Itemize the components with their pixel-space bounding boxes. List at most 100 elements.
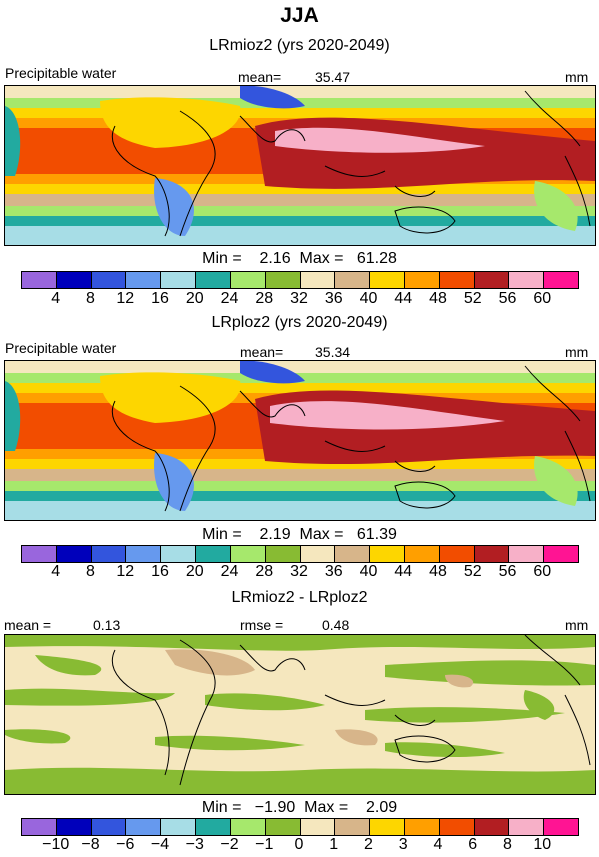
- colorbar-tick-label: 52: [463, 563, 482, 580]
- panel-1-units: mm: [565, 69, 589, 85]
- colorbar-swatch: [56, 546, 92, 562]
- colorbar-swatch: [126, 272, 162, 288]
- colorbar-swatch: [161, 272, 197, 288]
- colorbar-swatch: [22, 546, 57, 562]
- panel-2-mean-label: mean=: [240, 344, 284, 360]
- colorbar-swatch: [544, 546, 578, 562]
- colorbar-swatch: [230, 819, 266, 835]
- colorbar-swatch: [196, 819, 231, 835]
- colorbar-swatch: [161, 546, 197, 562]
- colorbar-swatch: [230, 272, 266, 288]
- panel-3-map: [4, 634, 596, 795]
- colorbar-tick-label: −2: [220, 836, 239, 853]
- colorbar-swatch: [370, 546, 405, 562]
- colorbar-tick-label: 56: [498, 563, 517, 580]
- colorbar-swatch: [91, 546, 127, 562]
- colorbar-swatch: [126, 819, 162, 835]
- colorbar-tick-label: −10: [42, 836, 70, 853]
- panel-1-variable: Precipitable water: [5, 65, 117, 81]
- colorbar-tick-label: 16: [151, 563, 169, 580]
- panel-3-colorbar-ticks: −10 −8 −6 −4 −3 −2 −1 0 1 2 3 4 6 8 10: [21, 836, 577, 856]
- colorbar-tick-label: 2: [364, 836, 373, 853]
- colorbar-tick-label: −1: [255, 836, 274, 853]
- colorbar-swatch: [196, 272, 231, 288]
- colorbar-tick-label: 3: [398, 836, 408, 853]
- colorbar-swatch: [404, 272, 440, 288]
- colorbar-swatch: [544, 819, 578, 835]
- colorbar-tick-label: 60: [533, 563, 552, 580]
- colorbar-swatch: [265, 819, 301, 835]
- colorbar-tick-label: 28: [255, 290, 274, 307]
- colorbar-tick-label: 32: [290, 290, 308, 307]
- colorbar-tick-label: 8: [86, 290, 95, 307]
- colorbar-swatch: [300, 819, 336, 835]
- colorbar-swatch: [91, 819, 127, 835]
- colorbar-swatch: [265, 546, 301, 562]
- colorbar-tick-label: 52: [463, 290, 482, 307]
- colorbar-tick-label: 10: [533, 836, 552, 853]
- colorbar-tick-label: 20: [185, 563, 204, 580]
- colorbar-swatch: [335, 546, 371, 562]
- panel-1-colorbar-ticks: 4 8 12 16 20 24 28 32 36 40 44 48 52 56 60: [21, 290, 577, 310]
- colorbar-swatch: [544, 272, 578, 288]
- colorbar-swatch: [22, 819, 57, 835]
- colorbar-swatch: [161, 819, 197, 835]
- colorbar-tick-label: 44: [394, 290, 413, 307]
- figure-title: JJA: [280, 4, 319, 27]
- colorbar-tick-label: 40: [359, 563, 378, 580]
- colorbar-tick-label: 28: [255, 563, 274, 580]
- panel-3-units: mm: [565, 617, 589, 633]
- colorbar-swatch: [91, 272, 127, 288]
- colorbar-tick-label: 1: [329, 836, 339, 853]
- colorbar-swatch: [509, 272, 545, 288]
- colorbar-tick-label: 16: [151, 290, 169, 307]
- colorbar-swatch: [196, 546, 231, 562]
- colorbar-tick-label: 48: [429, 290, 447, 307]
- colorbar-tick-label: 60: [533, 290, 552, 307]
- colorbar-swatch: [509, 546, 545, 562]
- colorbar-swatch: [404, 819, 440, 835]
- colorbar-swatch: [56, 272, 92, 288]
- colorbar-tick-label: 24: [220, 290, 239, 307]
- panel-1-min-max: Min = 2.16 Max = 61.28: [202, 250, 397, 267]
- panel-1-colorbar: [21, 271, 579, 289]
- colorbar-tick-label: 56: [498, 290, 517, 307]
- colorbar-tick-label: 36: [324, 563, 343, 580]
- colorbar-swatch: [509, 819, 545, 835]
- colorbar-swatch: [370, 819, 405, 835]
- panel-3-rmse-value: 0.48: [322, 617, 350, 633]
- panel-2-mean-value: 35.34: [315, 344, 351, 360]
- panel-2-variable: Precipitable water: [5, 340, 117, 356]
- colorbar-swatch: [370, 272, 405, 288]
- colorbar-tick-label: 12: [116, 290, 135, 307]
- colorbar-swatch: [56, 819, 92, 835]
- colorbar-swatch: [474, 272, 510, 288]
- panel-3-rmse-label: rmse =: [240, 617, 284, 633]
- panel-3-mean-label: mean =: [4, 617, 52, 633]
- panel-2-title: LRploz2 (yrs 2020-2049): [211, 314, 388, 331]
- colorbar-tick-label: 6: [468, 836, 478, 853]
- colorbar-tick-label: 32: [290, 563, 308, 580]
- colorbar-tick-label: 36: [324, 290, 343, 307]
- colorbar-tick-label: 12: [116, 563, 135, 580]
- colorbar-swatch: [126, 546, 162, 562]
- colorbar-tick-label: 44: [394, 563, 413, 580]
- colorbar-tick-label: 8: [503, 836, 512, 853]
- panel-3-mean-value: 0.13: [93, 617, 121, 633]
- panel-2-colorbar: [21, 545, 579, 563]
- colorbar-swatch: [335, 819, 371, 835]
- colorbar-swatch: [300, 546, 336, 562]
- colorbar-tick-label: −8: [81, 836, 100, 853]
- colorbar-tick-label: 24: [220, 563, 239, 580]
- colorbar-swatch: [439, 819, 475, 835]
- colorbar-swatch: [439, 546, 475, 562]
- colorbar-tick-label: −3: [185, 836, 204, 853]
- panel-2-units: mm: [565, 344, 589, 360]
- panel-2-map: [4, 360, 596, 521]
- colorbar-tick-label: −4: [150, 836, 170, 853]
- colorbar-tick-label: 4: [433, 836, 443, 853]
- colorbar-tick-label: 8: [86, 563, 95, 580]
- panel-1-mean-value: 35.47: [315, 69, 351, 85]
- panel-3-colorbar: [21, 818, 579, 836]
- colorbar-swatch: [474, 819, 510, 835]
